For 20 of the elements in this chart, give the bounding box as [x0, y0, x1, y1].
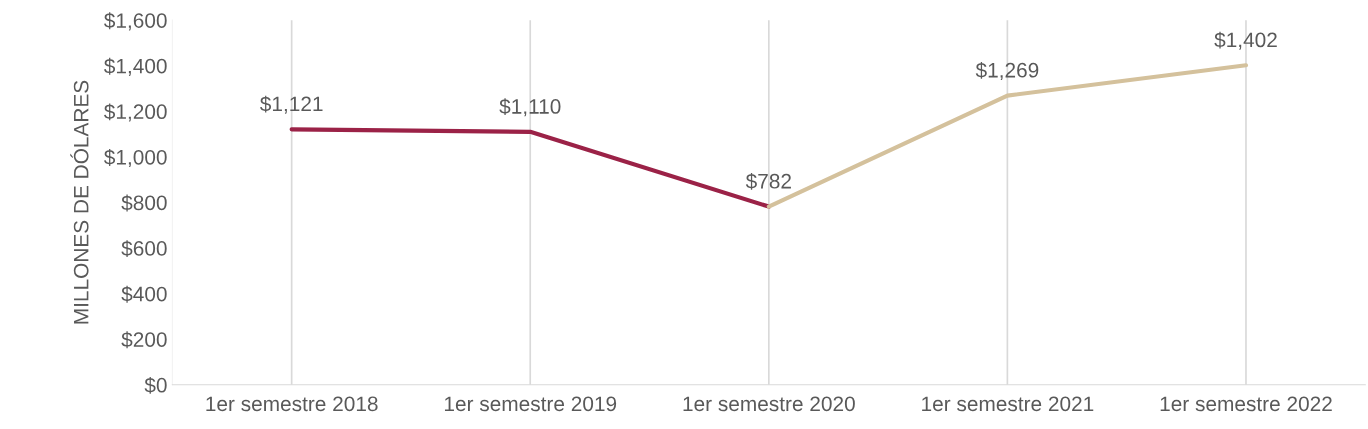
x-tick-label: 1er semestre 2019 — [444, 396, 617, 412]
data-label: $1,121 — [260, 95, 323, 114]
y-tick-label: $0 — [144, 376, 167, 394]
y-tick-label: $800 — [121, 194, 167, 212]
x-tick-label: 1er semestre 2020 — [683, 396, 855, 412]
x-tick-label: 1er semestre 2021 — [922, 396, 1094, 412]
data-label: $1,269 — [975, 61, 1039, 81]
y-tick-label: $200 — [121, 331, 167, 349]
data-label: $782 — [745, 172, 791, 190]
y-axis-title: MILLONES DE DÓLARES — [70, 80, 89, 324]
y-tick-label: $1,000 — [104, 149, 167, 168]
y-tick-label: $1,400 — [104, 57, 167, 76]
data-label: $1,110 — [499, 98, 561, 117]
y-tick-label: $1,600 — [104, 12, 167, 31]
y-tick-label: $1,200 — [104, 103, 167, 122]
x-tick-label: 1er semestre 2018 — [206, 396, 378, 412]
y-tick-label: $600 — [121, 240, 167, 258]
data-label: $1,402 — [1214, 31, 1277, 50]
x-tick-label: 1er semestre 2022 — [1160, 396, 1332, 412]
y-tick-label: $400 — [121, 285, 167, 303]
